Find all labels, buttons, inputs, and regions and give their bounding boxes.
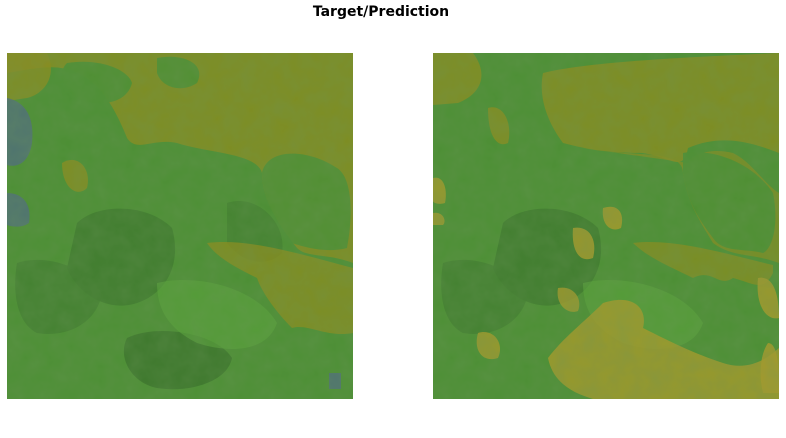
target-segmentation-image bbox=[7, 53, 353, 399]
target-image-panel bbox=[7, 53, 353, 399]
prediction-image-panel bbox=[433, 53, 779, 399]
prediction-segmentation-image bbox=[433, 53, 779, 399]
figure-title: Target/Prediction bbox=[312, 4, 450, 20]
